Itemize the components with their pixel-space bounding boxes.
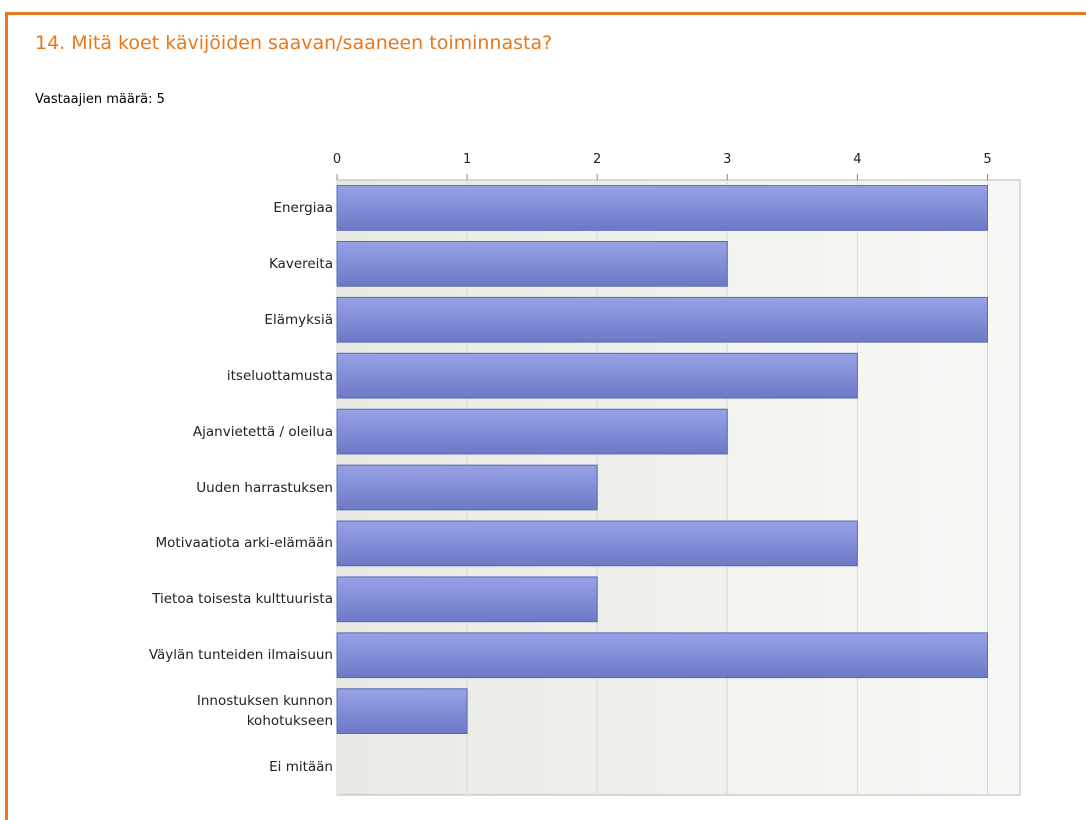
x-tick-label: 1 <box>463 152 471 167</box>
y-tick-label: Elämyksiä <box>264 311 333 328</box>
bar <box>336 520 858 567</box>
bar <box>336 632 988 679</box>
bar <box>336 352 858 399</box>
y-tick-label: itseluottamusta <box>226 367 333 384</box>
y-tick-label: Motivaatiota arki-elämään <box>155 535 334 552</box>
y-tick-label: Tietoa toisesta kulttuurista <box>152 591 333 608</box>
y-tick-label: Innostuksen kunnon kohotukseen <box>196 693 333 730</box>
x-tick-label: 4 <box>853 152 861 167</box>
bar <box>336 296 988 343</box>
x-tick-label: 3 <box>723 152 731 167</box>
bar <box>336 185 988 231</box>
y-tick-label: Väylän tunteiden ilmaisuun <box>148 647 333 664</box>
bar <box>336 576 598 623</box>
y-tick-label: Ei mitään <box>269 759 333 776</box>
panel-frame <box>5 12 1086 820</box>
y-tick-label: Energiaa <box>273 199 333 216</box>
chart-title: 14. Mitä koet kävijöiden saavan/saaneen … <box>35 32 553 54</box>
bar <box>336 688 468 734</box>
x-tick-label: 2 <box>593 152 601 167</box>
x-tick-label: 0 <box>333 152 341 167</box>
bar <box>336 241 728 287</box>
y-tick-label: Kavereita <box>268 255 333 272</box>
bar <box>336 408 728 455</box>
bar <box>336 464 598 511</box>
x-tick-label: 5 <box>983 152 991 167</box>
y-tick-label: Ajanvietettä / oleilua <box>192 423 333 440</box>
y-tick-label: Uuden harrastuksen <box>196 479 333 496</box>
chart-subtitle: Vastaajien määrä: 5 <box>35 92 165 107</box>
